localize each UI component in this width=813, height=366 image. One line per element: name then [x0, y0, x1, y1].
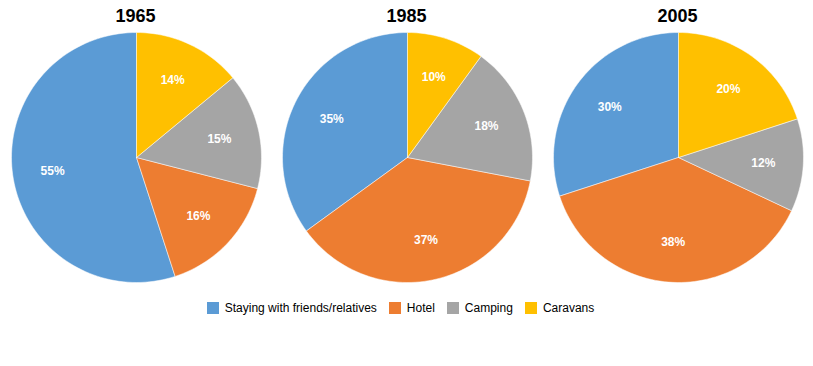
svg-text:30%: 30%: [597, 100, 621, 114]
html-text:Camping: Camping: [464, 300, 513, 315]
svg-text:20%: 20%: [716, 82, 740, 96]
svg-text:18%: 18%: [474, 119, 498, 133]
html-text:Staying with friends/relatives: Staying with friends/relatives: [224, 300, 377, 315]
svg-text:16%: 16%: [186, 209, 210, 223]
svg-text:35%: 35%: [319, 112, 343, 126]
svg-text:15%: 15%: [207, 132, 231, 146]
svg-text:37%: 37%: [414, 233, 438, 247]
html-text:Caravans: Caravans: [542, 300, 595, 315]
html-text:1965: 1965: [115, 6, 156, 26]
html-text:Hotel: Hotel: [406, 300, 435, 315]
svg-text:14%: 14%: [160, 73, 184, 87]
svg-text:10%: 10%: [421, 70, 445, 84]
svg-text:55%: 55%: [40, 164, 64, 178]
svg-text:12%: 12%: [751, 156, 775, 170]
html-text:2005: 2005: [657, 6, 698, 26]
svg-text:38%: 38%: [661, 235, 685, 249]
html-text:1985: 1985: [386, 6, 427, 26]
